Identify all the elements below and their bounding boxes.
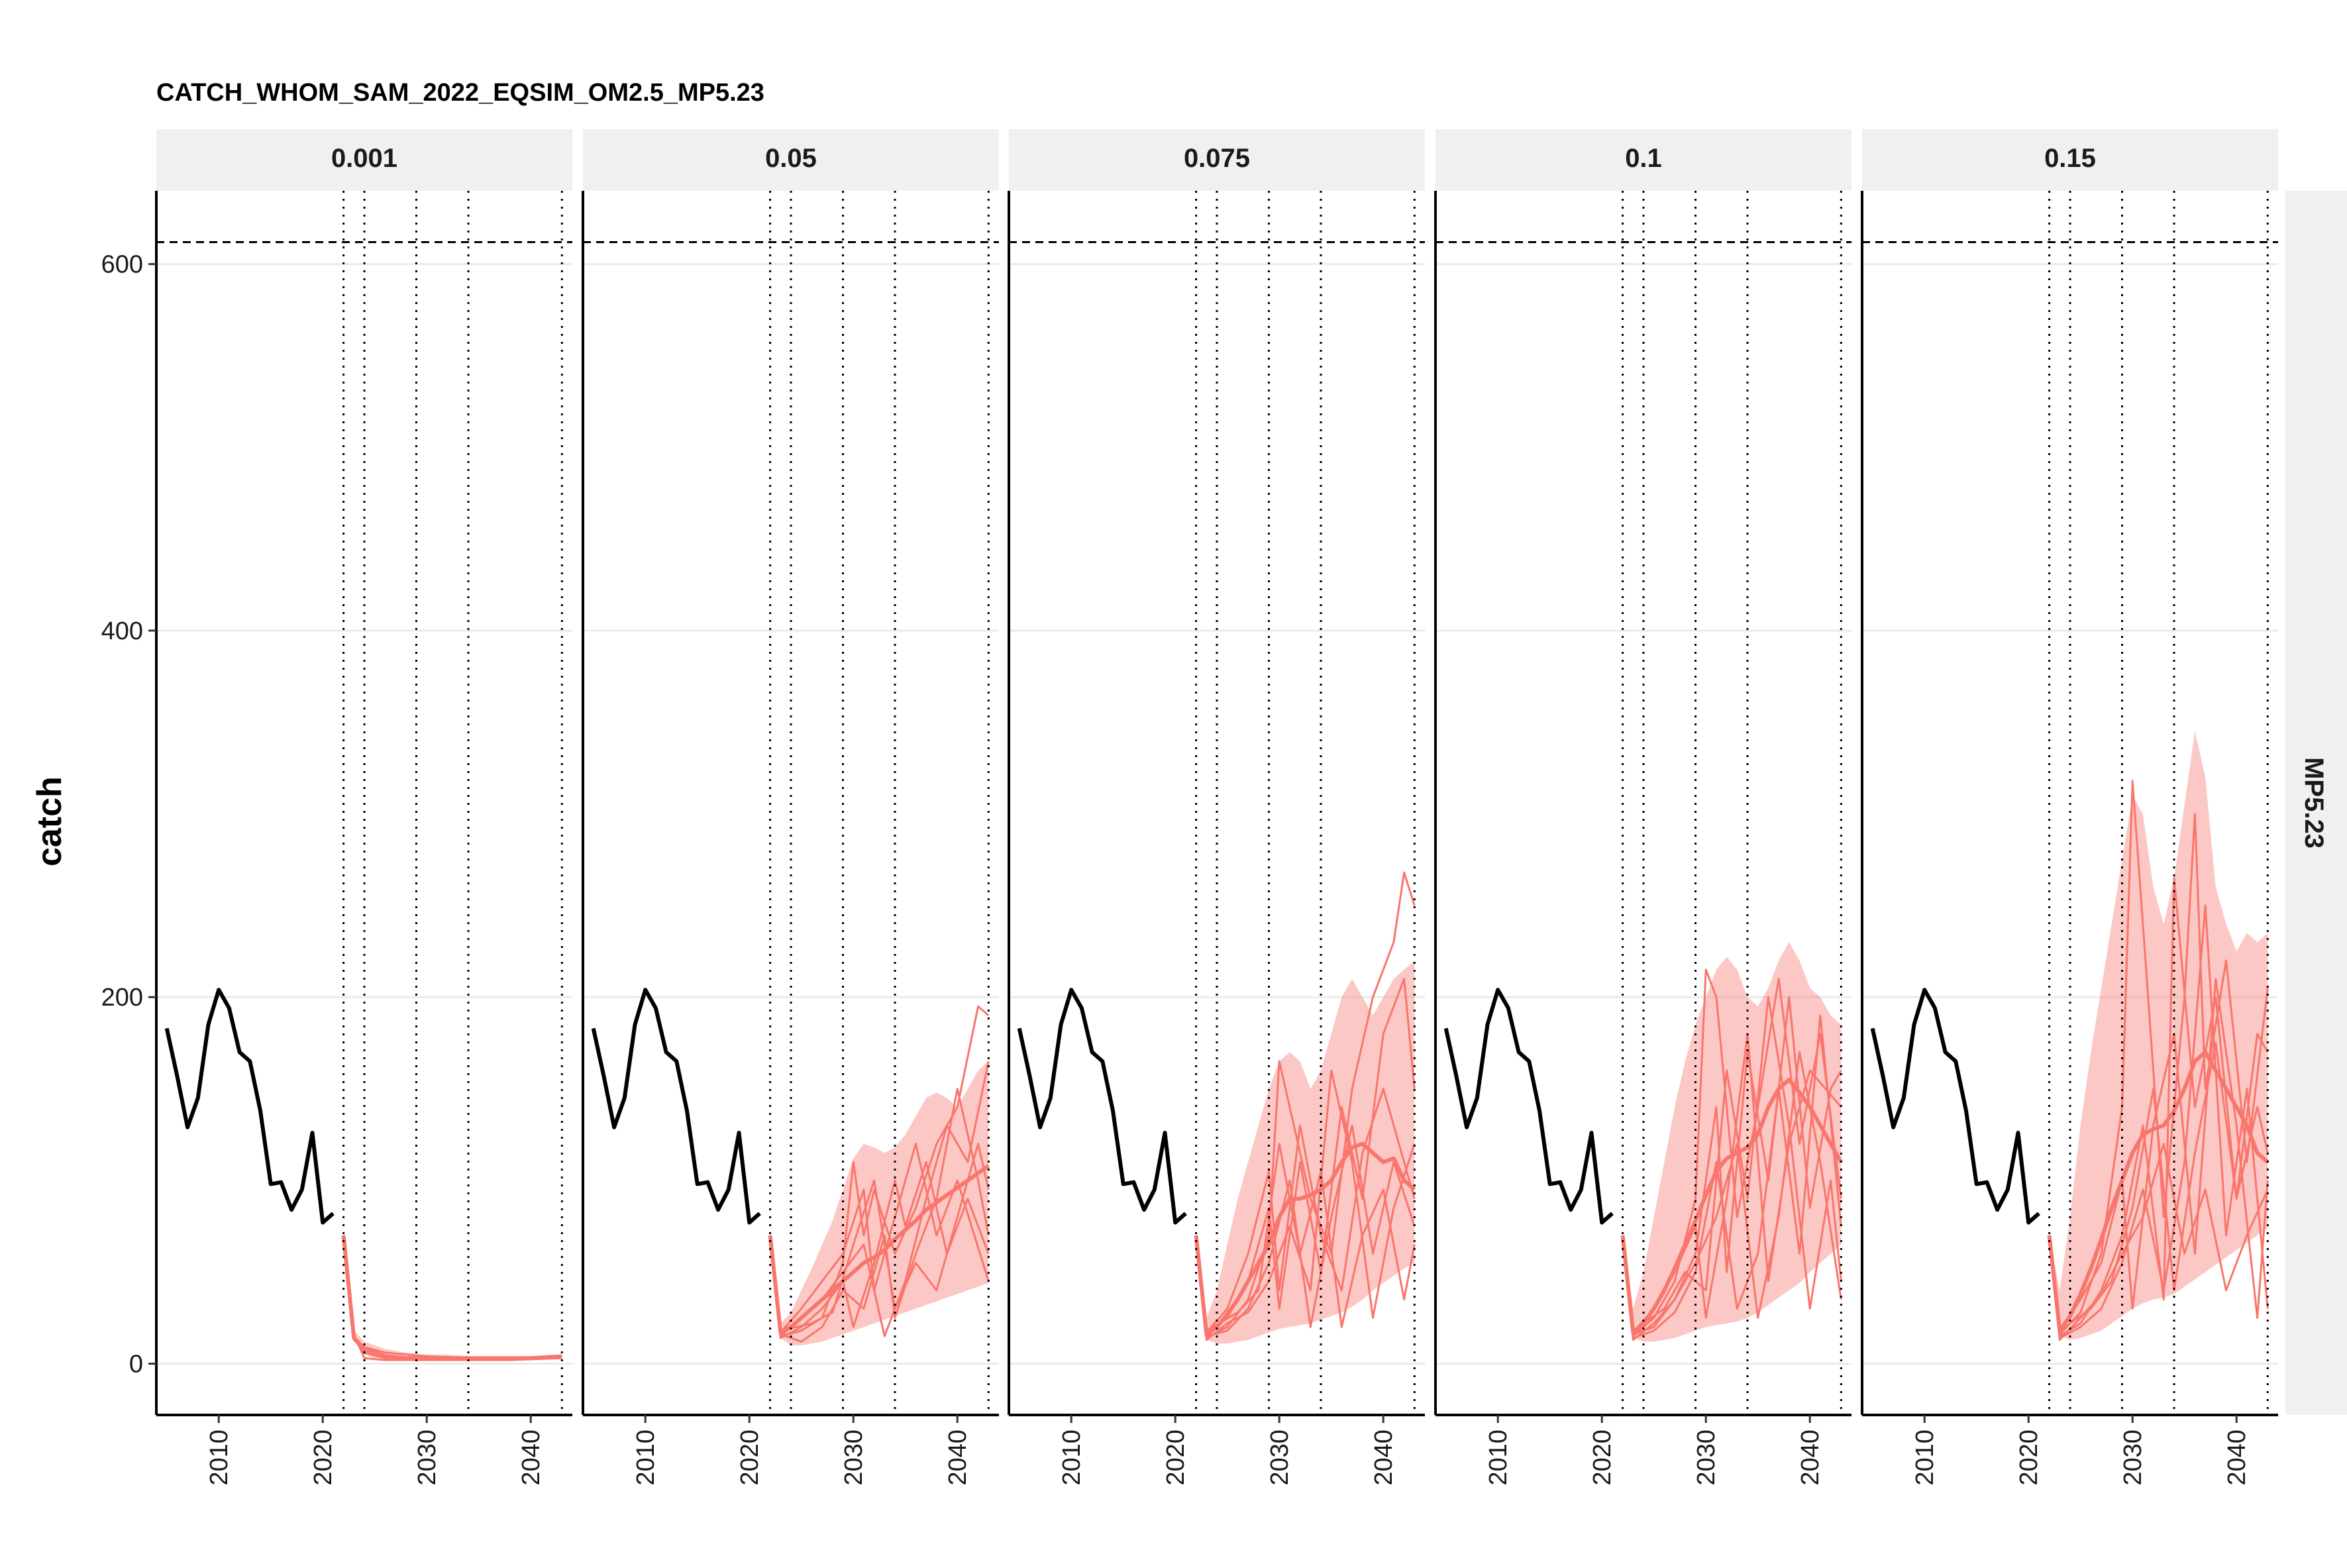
x-tick-label: 2020: [1589, 1430, 1616, 1486]
median-projection-line: [1194, 1141, 1416, 1337]
x-tick-label: 2010: [205, 1430, 233, 1486]
median-projection-line: [341, 1235, 562, 1361]
row-strip: [2285, 191, 2347, 1415]
x-tick-label: 2030: [413, 1430, 441, 1486]
iteration-line: [1622, 996, 1842, 1335]
iteration-line: [769, 1143, 990, 1332]
x-tick-label: 2020: [309, 1430, 337, 1486]
iteration-line: [1622, 1014, 1842, 1339]
history-line: [1443, 988, 1614, 1225]
x-tick-label: 2030: [1266, 1430, 1294, 1486]
x-tick-label: 2040: [1370, 1430, 1398, 1486]
history-line: [1870, 988, 2040, 1225]
y-tick-label: 0: [129, 1351, 143, 1379]
x-tick-label: 2040: [944, 1430, 972, 1486]
row-strip-label: MP5.23: [2299, 757, 2328, 849]
x-tick-label: 2030: [2119, 1430, 2147, 1486]
y-tick-label: 400: [101, 617, 143, 645]
x-tick-label: 2040: [2223, 1430, 2251, 1486]
iteration-line: [1195, 1069, 1416, 1341]
facet-strip-label: 0.075: [1184, 144, 1250, 173]
iteration-line: [769, 1143, 990, 1333]
x-tick-label: 2030: [840, 1430, 868, 1486]
x-tick-label: 2010: [1911, 1430, 1939, 1486]
x-tick-label: 2020: [1162, 1430, 1190, 1486]
history-line: [1017, 988, 1187, 1225]
facet-panel-4: 0.15 2010 2020 2030 2040: [1861, 129, 2278, 1486]
y-tick-label: 200: [101, 984, 143, 1012]
iteration-line: [1195, 1143, 1416, 1332]
iteration-line: [1622, 968, 1842, 1337]
panels-layer: 0.001 2010 2020 2030 2040 0 200 400 600 0.05 2010 2…: [101, 129, 2278, 1486]
x-tick-label: 2010: [1058, 1430, 1086, 1486]
x-tick-label: 2020: [736, 1430, 764, 1486]
x-tick-label: 2010: [632, 1430, 660, 1486]
chart-title: CATCH_WHOM_SAM_2022_EQSIM_OM2.5_MP5.23: [156, 79, 764, 107]
facet-panel-3: 0.1 2010 2020 2030 2040: [1434, 129, 1852, 1486]
x-tick-label: 2030: [1693, 1430, 1720, 1486]
history-line: [164, 988, 335, 1225]
x-tick-label: 2040: [517, 1430, 545, 1486]
facet-panel-1: 0.05 2010 2020 2030 2040: [582, 129, 999, 1486]
projection-band: [343, 1235, 562, 1360]
iteration-line: [342, 1235, 562, 1359]
facet-panel-2: 0.075 2010 2020 2030 2040: [1008, 129, 1425, 1486]
facet-strip: [1862, 129, 2278, 191]
projection-band: [2049, 731, 2268, 1340]
iteration-line: [342, 1235, 562, 1361]
facet-strip-label: 0.15: [2044, 144, 2096, 173]
facet-strip: [1435, 129, 1852, 191]
median-projection-line: [2047, 1050, 2269, 1333]
facet-strip-label: 0.1: [1625, 144, 1662, 173]
facet-strip: [583, 129, 999, 191]
y-tick-label: 600: [101, 251, 143, 279]
facet-panel-0: 0.001 2010 2020 2030 2040 0 200 400 600: [101, 129, 572, 1486]
median-projection-line: [1620, 1077, 1843, 1335]
iteration-line: [2048, 780, 2269, 1335]
iteration-line: [1622, 1051, 1842, 1341]
median-projection-line: [768, 1164, 990, 1335]
facet-strip: [156, 129, 572, 191]
x-tick-label: 2040: [1797, 1430, 1824, 1486]
iteration-line: [342, 1235, 562, 1361]
iteration-line: [2048, 904, 2269, 1339]
iteration-line: [2048, 1143, 2269, 1341]
facet-strip-label: 0.05: [765, 144, 817, 173]
iteration-line: [769, 1088, 990, 1343]
x-tick-label: 2020: [2015, 1430, 2043, 1486]
iteration-line: [1622, 996, 1842, 1332]
facet-strip: [1009, 129, 1425, 191]
iteration-line: [1195, 1088, 1416, 1333]
facet-strip-label: 0.001: [331, 144, 397, 173]
y-axis-label: catch: [30, 776, 69, 866]
history-line: [591, 988, 761, 1225]
iteration-line: [2048, 978, 2269, 1333]
x-tick-label: 2010: [1485, 1430, 1512, 1486]
iteration-line: [769, 1005, 990, 1337]
